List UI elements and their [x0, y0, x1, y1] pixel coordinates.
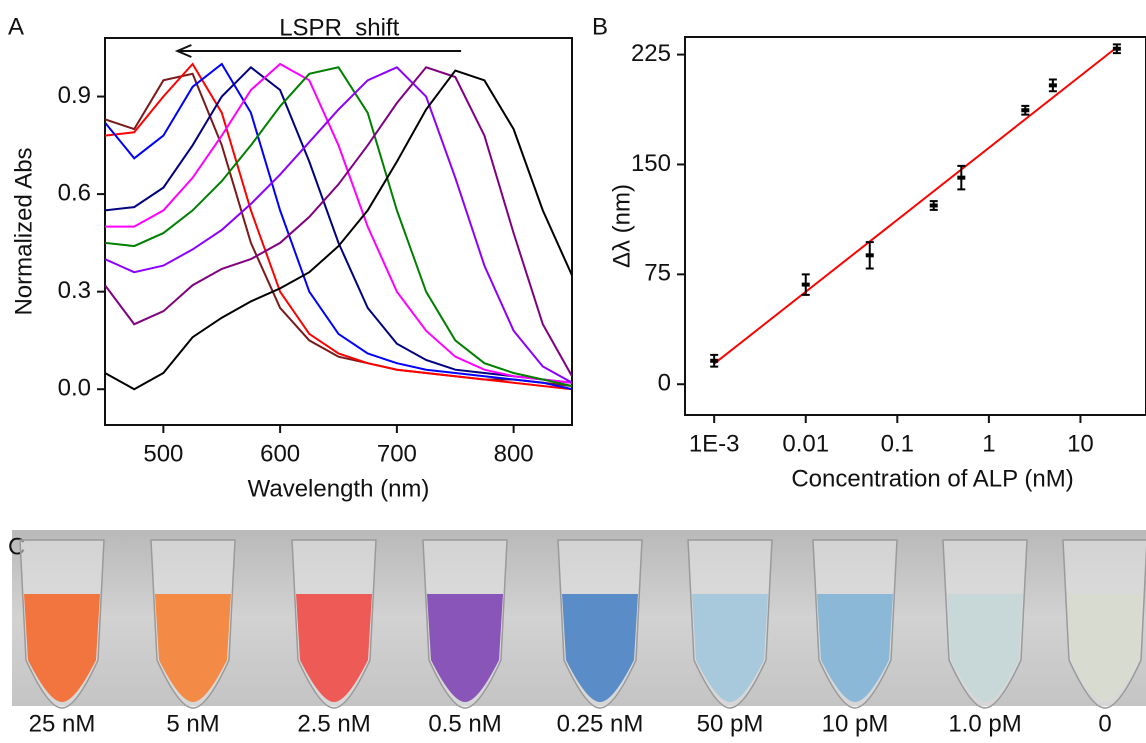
y-axis-label: Δλ (nm): [608, 184, 635, 268]
y-tick-label: 0.9: [58, 82, 91, 109]
spectrum-line: [105, 66, 572, 377]
tube-label: 0.25 nM: [557, 710, 644, 737]
tube-label: 2.5 nM: [297, 710, 370, 737]
y-tick-label: 0.0: [58, 375, 91, 402]
x-tick-label: 600: [260, 440, 300, 467]
data-point: [801, 282, 810, 287]
y-tick-label: 75: [644, 260, 671, 287]
spectrum-line: [105, 62, 572, 391]
arrow-head: [174, 44, 192, 58]
spectrum-line: [105, 62, 572, 391]
spectrum-line: [105, 72, 572, 387]
data-point: [1112, 46, 1121, 51]
tube-liquid: [427, 594, 503, 702]
annotation: LSPR shift: [279, 14, 399, 41]
x-tick-label: 0.01: [782, 430, 829, 457]
x-tick-label: 800: [494, 440, 534, 467]
tube-label: 1.0 pM: [948, 710, 1021, 737]
tube-liquid: [1067, 594, 1143, 702]
tube-label: 50 pM: [697, 710, 764, 737]
x-axis-label: Wavelength (nm): [248, 475, 430, 502]
data-point: [710, 358, 719, 363]
tube-liquid: [692, 594, 768, 702]
plot-frame: [684, 36, 1146, 416]
tube-label: 5 nM: [166, 710, 219, 737]
data-point: [1021, 108, 1030, 113]
x-tick-label: 1E-3: [689, 430, 740, 457]
data-point: [929, 203, 938, 208]
spectrum-line: [105, 62, 572, 384]
x-tick-label: 1: [982, 430, 995, 457]
x-tick-label: 10: [1067, 430, 1094, 457]
plot-frame: [104, 37, 573, 426]
tube-liquid: [817, 594, 893, 702]
tube-label: 25 nM: [29, 710, 96, 737]
y-tick-label: 0.3: [58, 277, 91, 304]
data-point: [865, 253, 874, 258]
spectrum-line: [105, 66, 572, 384]
tube-liquid: [296, 594, 372, 702]
x-tick-label: 700: [377, 440, 417, 467]
y-tick-label: 150: [631, 150, 671, 177]
data-point: [1048, 83, 1057, 88]
spectrum-line: [105, 69, 572, 391]
spectrum-line: [105, 66, 572, 387]
panel-letter: A: [8, 13, 24, 40]
y-tick-label: 0.6: [58, 179, 91, 206]
spectrum-line: [105, 65, 572, 384]
y-axis-label: Normalized Abs: [10, 147, 37, 315]
tube-liquid: [562, 594, 638, 702]
x-tick-label: 0.1: [881, 430, 914, 457]
fit-line: [713, 46, 1118, 365]
tube-liquid: [155, 594, 231, 702]
tube-label: 0: [1098, 710, 1111, 737]
tube-liquid: [947, 594, 1023, 702]
panel-letter: B: [592, 13, 608, 40]
y-tick-label: 225: [631, 40, 671, 67]
data-point: [957, 175, 966, 180]
x-axis-label: Concentration of ALP (nM): [791, 465, 1073, 492]
tube-label: 10 pM: [822, 710, 889, 737]
tube-liquid: [24, 594, 100, 702]
y-tick-label: 0: [658, 370, 671, 397]
tube-label: 0.5 nM: [428, 710, 501, 737]
x-tick-label: 500: [143, 440, 183, 467]
